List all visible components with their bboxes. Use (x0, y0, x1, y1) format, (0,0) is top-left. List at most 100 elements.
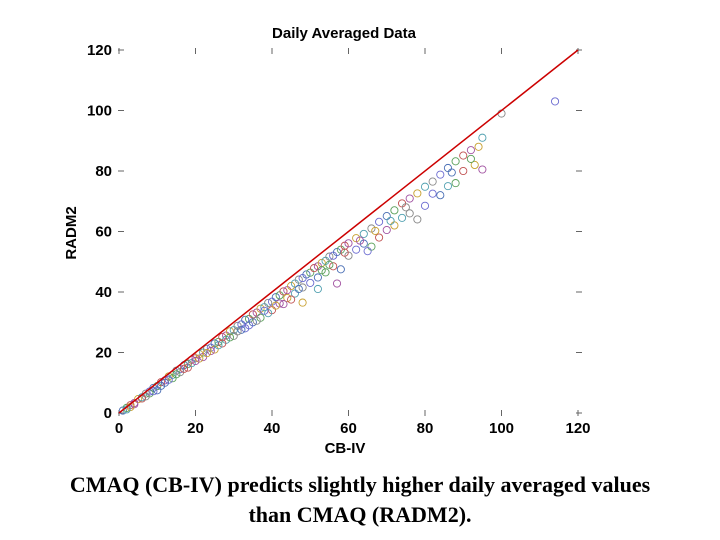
data-point (271, 293, 280, 302)
data-point (386, 216, 395, 225)
data-point (474, 142, 483, 151)
data-point (298, 283, 307, 292)
data-point (413, 189, 422, 198)
scatter-chart: Daily Averaged Data 0 20 40 60 80 100 120 0 20 4… (63, 25, 591, 457)
data-point (436, 191, 445, 200)
figure-caption: CMAQ (CB-IV) predicts slightly higher da… (0, 470, 720, 530)
data-point (248, 310, 257, 319)
x-tick-label: 40 (264, 420, 281, 437)
data-point (275, 299, 284, 308)
data-point (225, 333, 234, 342)
data-point (179, 364, 189, 373)
data-point (329, 262, 338, 271)
data-point (344, 239, 353, 248)
data-point (413, 215, 422, 224)
data-point (390, 206, 399, 215)
data-point (191, 356, 200, 366)
data-point (478, 165, 487, 174)
data-point (325, 252, 334, 261)
data-point (256, 304, 265, 313)
data-point (283, 293, 292, 303)
data-point (447, 168, 456, 177)
data-point (478, 133, 487, 142)
data-point (237, 325, 246, 334)
x-tick-label: 0 (115, 420, 123, 437)
data-point (470, 160, 479, 169)
data-point (363, 247, 372, 256)
y-axis-title: RADM2 (63, 206, 80, 259)
data-point (252, 316, 261, 325)
data-point (187, 359, 196, 368)
data-point (302, 270, 311, 279)
x-axis-title: CB-IV (325, 440, 366, 457)
y-tick-label: 60 (95, 224, 112, 241)
data-point (271, 301, 280, 310)
data-point (401, 203, 410, 212)
data-point (294, 284, 303, 294)
data-point (264, 298, 273, 307)
data-point (160, 378, 169, 387)
data-point (241, 315, 250, 324)
data-point (233, 327, 242, 336)
data-point (294, 275, 303, 284)
data-point (134, 395, 143, 404)
data-point (210, 339, 219, 348)
data-point (206, 346, 215, 356)
data-point (321, 268, 330, 277)
data-point (443, 163, 453, 173)
x-tick-label: 100 (489, 420, 514, 437)
chart-title: Daily Averaged Data (272, 25, 417, 42)
data-point (317, 266, 326, 275)
caption-line-2: than CMAQ (RADM2). (248, 502, 472, 527)
data-point (459, 151, 468, 160)
data-point (202, 349, 212, 358)
data-point (298, 298, 307, 307)
y-tick-label: 40 (95, 284, 112, 301)
data-point (397, 199, 407, 208)
data-point (149, 387, 158, 396)
data-point (202, 344, 212, 353)
data-point (287, 295, 296, 304)
data-point (382, 212, 391, 221)
data-point (397, 213, 407, 222)
y-axis: 0 20 40 60 80 100 120 (87, 42, 582, 422)
x-tick-label: 60 (340, 420, 357, 437)
data-point (306, 278, 315, 287)
data-point (420, 182, 430, 191)
data-point (428, 177, 437, 186)
data-point (390, 221, 399, 230)
reference-line (118, 49, 579, 414)
data-point (420, 201, 430, 210)
data-point (332, 279, 342, 288)
data-point (313, 273, 322, 282)
data-point (428, 189, 437, 198)
y-tick-label: 100 (87, 103, 112, 120)
data-point (375, 233, 384, 242)
data-point (382, 225, 391, 235)
data-point (443, 182, 453, 191)
data-point (313, 284, 322, 294)
data-point (325, 260, 334, 269)
x-axis: 0 20 40 60 80 100 120 (115, 48, 591, 437)
data-point (466, 154, 475, 163)
data-point (367, 242, 376, 251)
data-point (279, 300, 288, 309)
data-point (352, 245, 361, 254)
data-point (451, 157, 460, 166)
x-tick-label: 80 (417, 420, 434, 437)
data-point (244, 321, 254, 330)
data-point (371, 226, 380, 235)
x-tick-label: 20 (187, 420, 204, 437)
data-point (214, 341, 223, 350)
data-point (405, 209, 414, 218)
data-point (436, 170, 445, 179)
y-tick-label: 0 (104, 405, 112, 422)
data-point (375, 217, 384, 226)
data-point (551, 97, 560, 106)
data-point (355, 236, 365, 245)
data-point (459, 166, 468, 176)
data-point (405, 194, 414, 203)
y-tick-label: 120 (87, 42, 112, 59)
data-points (118, 97, 560, 415)
data-point (451, 179, 460, 188)
